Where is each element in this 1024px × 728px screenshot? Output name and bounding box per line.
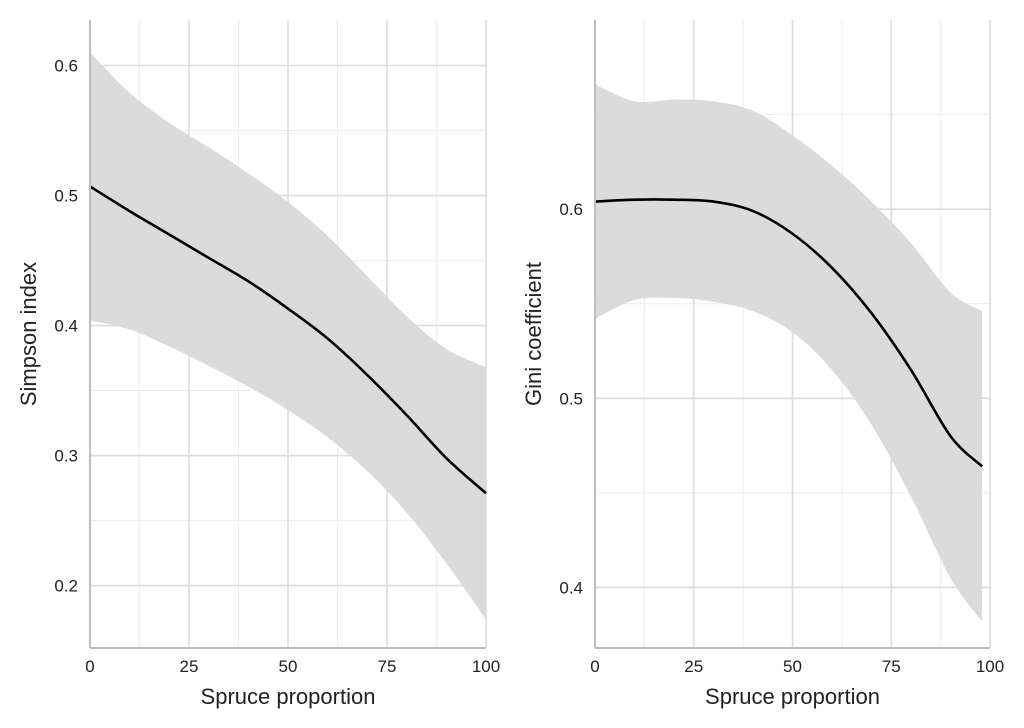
gini-y-tick-label: 0.6	[559, 200, 583, 219]
gini-y-axis-label: Gini coefficient	[521, 262, 546, 406]
simpson-y-tick-label: 0.6	[54, 57, 78, 76]
simpson-y-tick-label: 0.3	[54, 447, 78, 466]
simpson-x-tick-label: 75	[378, 657, 397, 676]
gini-x-tick-label: 25	[684, 657, 703, 676]
simpson-panel: 0 25 50 75 100 0.2 0.3 0.4 0.5 0.6 Spruce propor…	[16, 20, 500, 709]
simpson-y-tick-label: 0.5	[54, 187, 78, 206]
simpson-x-tick-labels: 0 25 50 75 100	[85, 657, 500, 676]
simpson-fit-line	[89, 185, 487, 495]
simpson-x-axis-label: Spruce proportion	[201, 684, 376, 709]
gini-panel: 0 25 50 75 100 0.4 0.5 0.6 Spruce proportion G…	[521, 20, 1004, 709]
gini-y-tick-labels: 0.4 0.5 0.6	[559, 200, 583, 597]
gini-y-tick-label: 0.4	[559, 578, 583, 597]
simpson-y-tick-labels: 0.2 0.3 0.4 0.5 0.6	[54, 57, 78, 596]
gini-x-tick-label: 50	[783, 657, 802, 676]
simpson-x-tick-label: 0	[85, 657, 94, 676]
simpson-x-tick-label: 100	[472, 657, 500, 676]
gini-x-tick-label: 75	[882, 657, 901, 676]
simpson-y-tick-label: 0.2	[54, 577, 78, 596]
simpson-confidence-band	[90, 52, 486, 620]
gini-x-axis-label: Spruce proportion	[705, 684, 880, 709]
simpson-x-tick-label: 50	[279, 657, 298, 676]
simpson-y-tick-label: 0.4	[54, 317, 78, 336]
simpson-y-axis-label: Simpson index	[16, 262, 41, 406]
gini-x-tick-label: 100	[976, 657, 1004, 676]
gini-x-tick-labels: 0 25 50 75 100	[590, 657, 1004, 676]
gini-x-tick-label: 0	[590, 657, 599, 676]
gini-y-tick-label: 0.5	[559, 389, 583, 408]
gini-confidence-band	[595, 84, 983, 622]
gini-fit-line	[594, 198, 983, 468]
simpson-x-tick-label: 25	[180, 657, 199, 676]
